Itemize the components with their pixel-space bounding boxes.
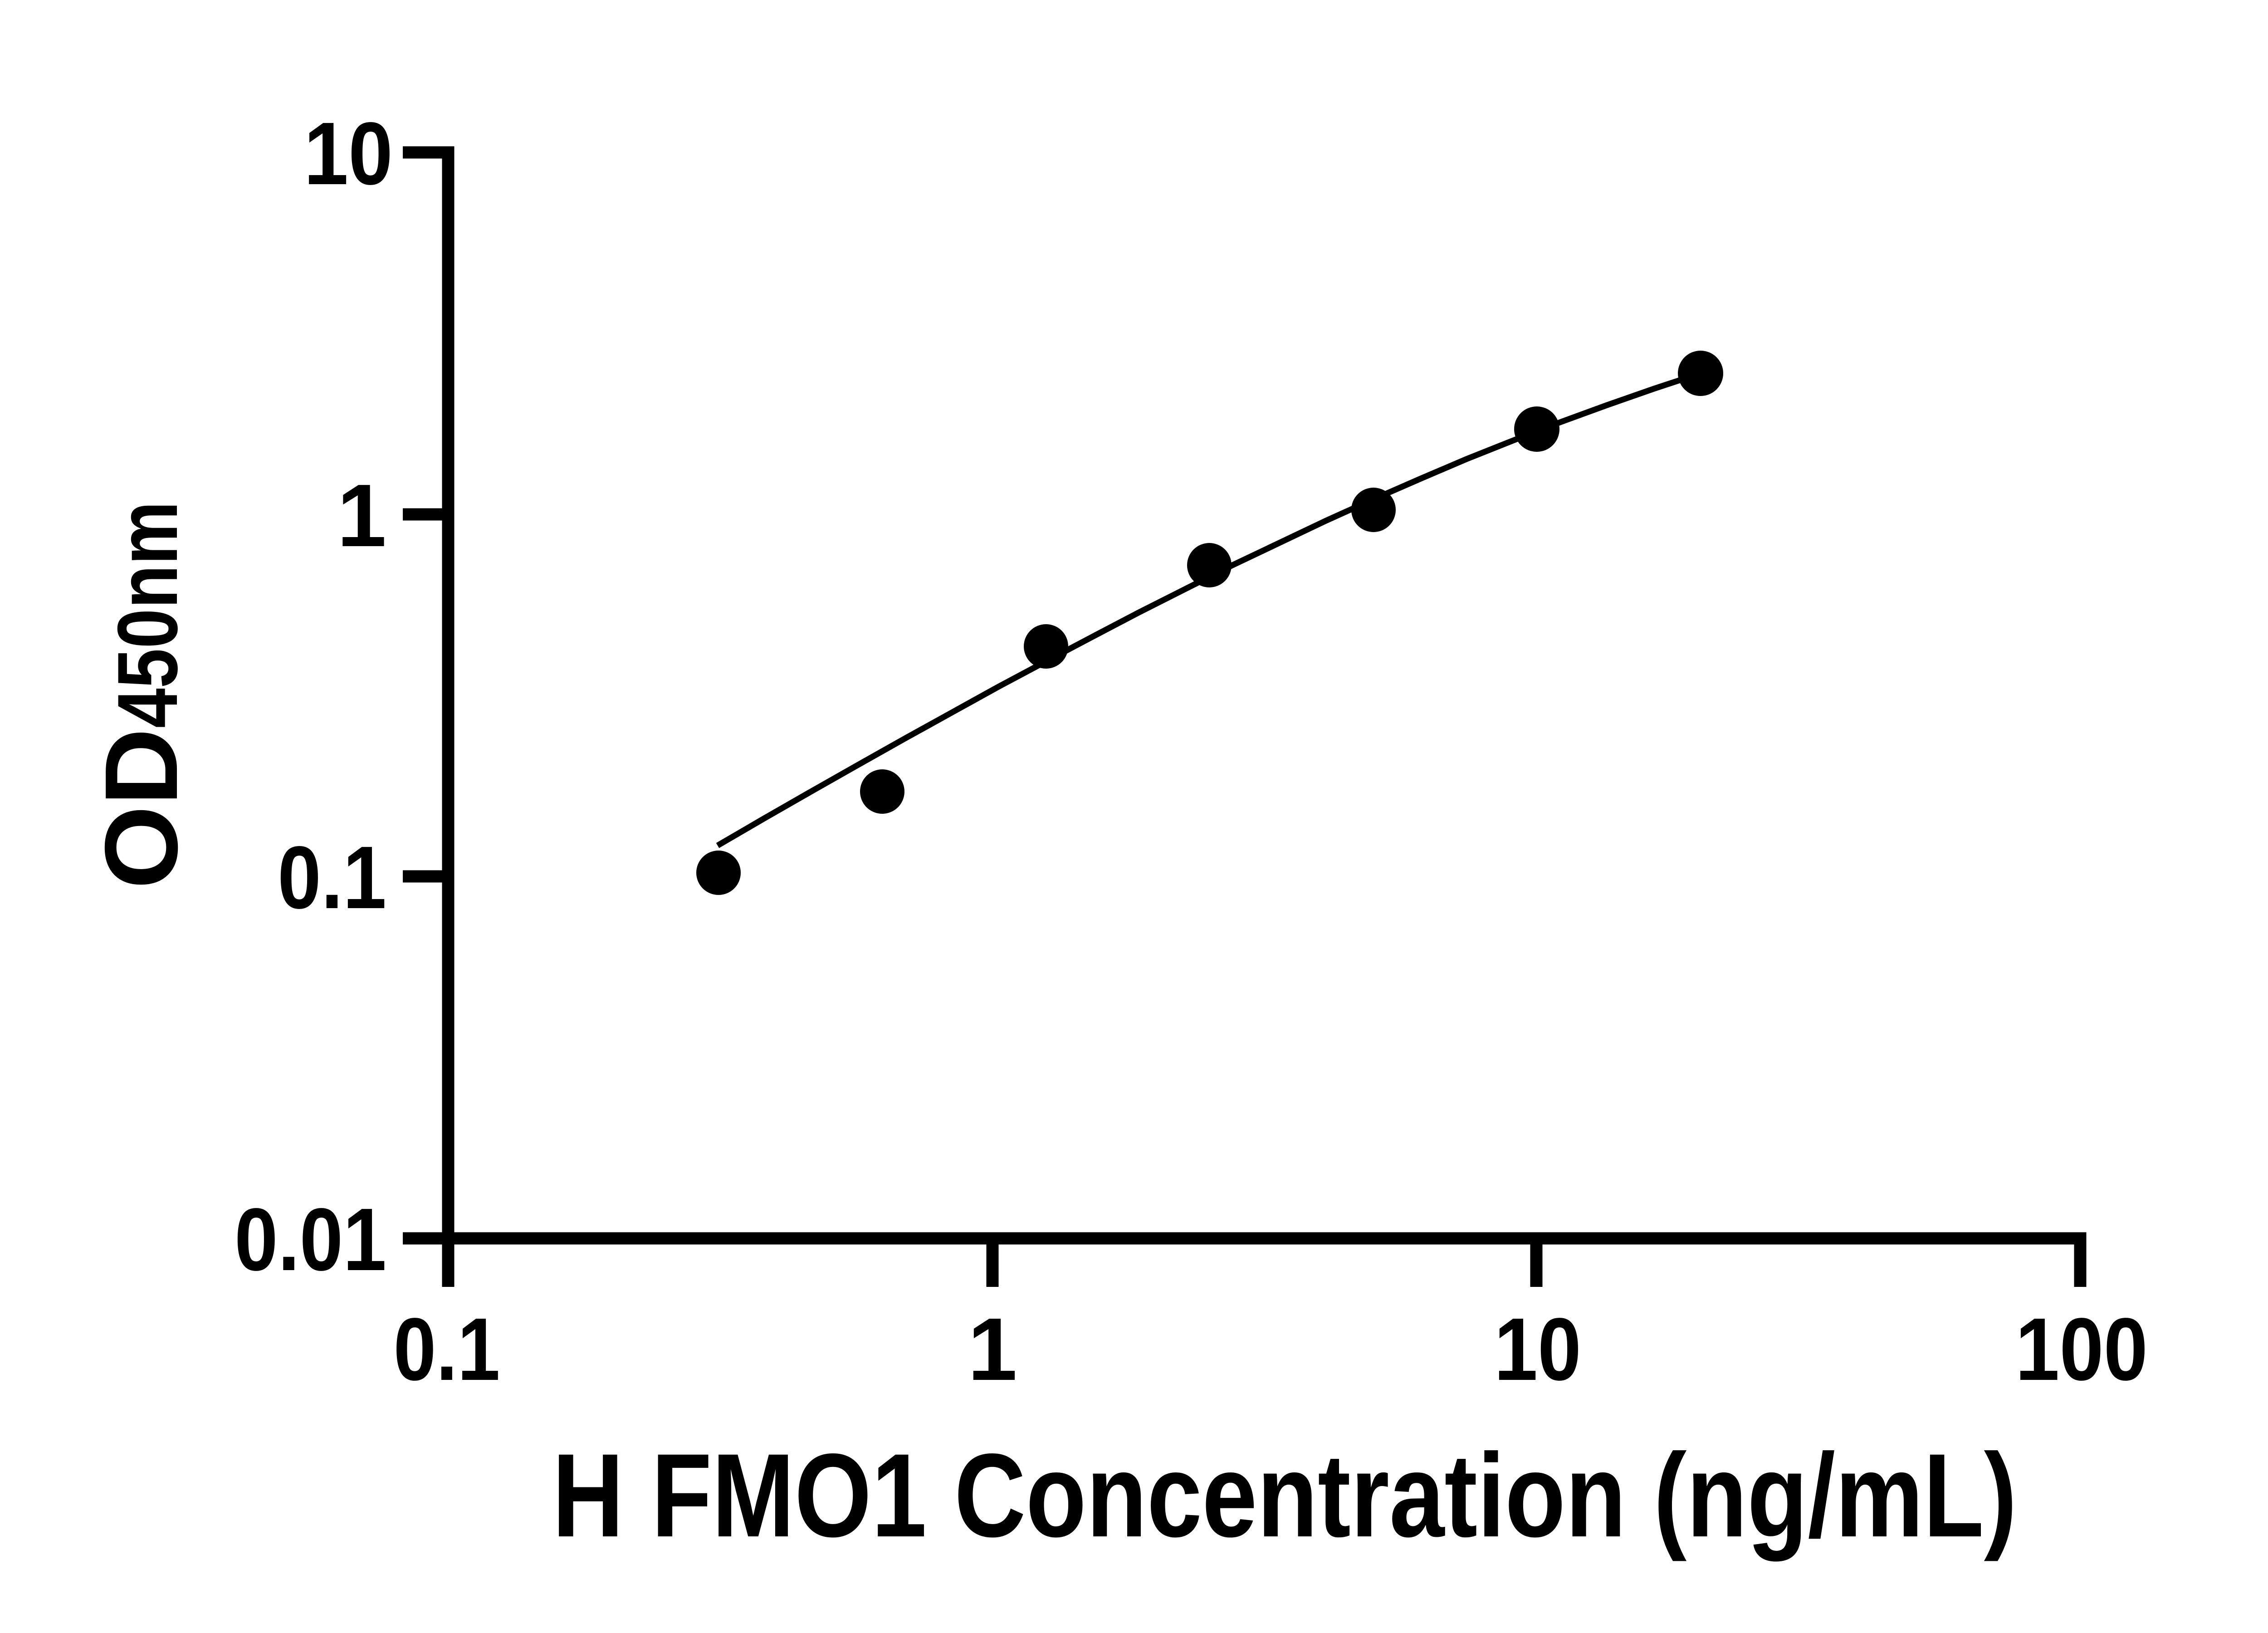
svg-text:1: 1 [337, 466, 386, 565]
svg-text:450nm: 450nm [100, 501, 195, 728]
svg-text:0.1: 0.1 [394, 1300, 500, 1399]
svg-text:0.01: 0.01 [235, 1190, 386, 1289]
svg-text:0.1: 0.1 [278, 828, 386, 927]
svg-text:1: 1 [968, 1300, 1017, 1399]
svg-text:10: 10 [1494, 1300, 1581, 1399]
svg-text:10: 10 [304, 104, 393, 203]
svg-text:OD: OD [84, 728, 199, 889]
svg-text:H FMO1 Concentration (ng/mL): H FMO1 Concentration (ng/mL) [552, 1429, 2017, 1562]
svg-text:100: 100 [2015, 1300, 2148, 1399]
